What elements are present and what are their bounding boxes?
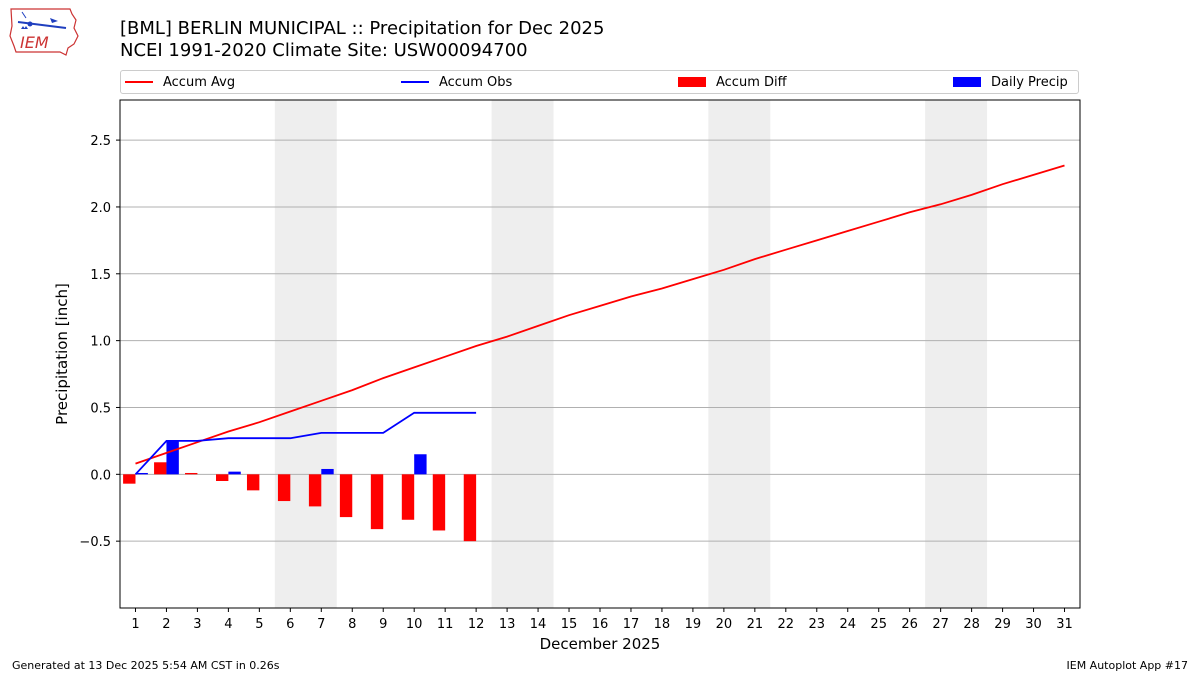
x-tick-label: 11: [437, 617, 454, 632]
x-tick-label: 24: [839, 617, 856, 632]
y-tick-label: −0.5: [79, 535, 111, 550]
x-tick-label: 13: [499, 617, 516, 632]
accum-diff-bar: [277, 474, 291, 502]
x-tick-label: 17: [623, 617, 640, 632]
accum-diff-bar: [246, 474, 260, 491]
legend-item-daily-precip: Daily Precip: [953, 71, 1068, 93]
generated-timestamp: Generated at 13 Dec 2025 5:54 AM CST in …: [12, 659, 280, 672]
accum-diff-bar: [401, 474, 415, 520]
accum-diff-bar: [216, 474, 229, 481]
legend-swatch-accum-diff: [678, 77, 706, 87]
x-tick-label: 21: [747, 617, 764, 632]
legend-label-accum-avg: Accum Avg: [163, 74, 236, 90]
x-tick-label: 23: [809, 617, 826, 632]
x-tick-label: 30: [1025, 617, 1042, 632]
accum-diff-bar: [339, 474, 353, 518]
y-tick-label: 2.0: [90, 201, 111, 216]
x-tick-label: 9: [379, 617, 387, 632]
x-tick-label: 31: [1056, 617, 1073, 632]
app-credit: IEM Autoplot App #17: [1066, 659, 1189, 672]
x-tick-label: 28: [963, 617, 980, 632]
x-tick-label: 20: [716, 617, 733, 632]
y-tick-label: 0.0: [90, 468, 111, 483]
accum-diff-bar: [185, 472, 198, 475]
x-tick-label: 29: [994, 617, 1011, 632]
legend-label-accum-obs: Accum Obs: [439, 74, 513, 90]
x-tick-label: 16: [592, 617, 609, 632]
x-tick-label: 1: [131, 617, 139, 632]
accum-diff-bar: [308, 474, 322, 507]
y-tick-label: 1.5: [90, 268, 111, 283]
x-tick-label: 27: [932, 617, 949, 632]
legend-swatch-accum-avg: [125, 81, 153, 83]
chart-subtitle: NCEI 1991-2020 Climate Site: USW00094700: [120, 40, 528, 61]
x-tick-label: 22: [778, 617, 795, 632]
x-tick-label: 6: [286, 617, 294, 632]
x-tick-label: 7: [317, 617, 325, 632]
x-axis-label: December 2025: [540, 635, 661, 653]
legend-swatch-daily-precip: [953, 77, 981, 87]
accum-diff-bar: [370, 474, 384, 530]
x-tick-label: 26: [901, 617, 918, 632]
y-axis-label: Precipitation [inch]: [53, 283, 71, 425]
x-tick-label: 2: [162, 617, 170, 632]
x-tick-label: 10: [406, 617, 423, 632]
legend-item-accum-obs: Accum Obs: [401, 71, 512, 93]
x-tick-label: 15: [561, 617, 578, 632]
weekend-shade-4: [925, 100, 988, 608]
accum-diff-bar: [154, 462, 167, 475]
weekend-shade-1: [274, 100, 337, 608]
x-tick-label: 14: [530, 617, 547, 632]
x-tick-label: 8: [348, 617, 356, 632]
logo-text: IEM: [20, 33, 49, 52]
accum-avg-line: [135, 164, 1065, 465]
daily-precip-bar: [228, 471, 241, 475]
x-tick-label: 12: [468, 617, 485, 632]
x-tick-label: 19: [685, 617, 702, 632]
x-tick-label: 4: [224, 617, 232, 632]
weekend-shade-2: [491, 100, 554, 608]
x-tick-label: 25: [870, 617, 887, 632]
y-tick-label: 1.0: [90, 335, 111, 350]
daily-precip-bar: [135, 472, 148, 475]
iem-logo: IEM: [9, 8, 79, 56]
x-tick-label: 5: [255, 617, 263, 632]
accum-obs-line: [134, 411, 477, 475]
legend-item-accum-diff: Accum Diff: [678, 71, 787, 93]
legend-label-accum-diff: Accum Diff: [716, 74, 787, 90]
daily-precip-bar: [166, 440, 179, 475]
legend-label-daily-precip: Daily Precip: [991, 74, 1068, 90]
accum-diff-bar: [463, 474, 477, 542]
x-tick-label: 3: [193, 617, 201, 632]
daily-precip-bar: [414, 454, 427, 475]
legend-swatch-accum-obs: [401, 81, 429, 83]
weekend-shade-3: [708, 100, 771, 608]
y-tick-label: 0.5: [90, 401, 111, 416]
daily-precip-bar: [321, 468, 334, 475]
accum-diff-bar: [432, 474, 446, 531]
accum-diff-bar: [123, 474, 136, 484]
chart-legend: Accum Avg Accum Obs Accum Diff Daily Pre…: [120, 70, 1079, 94]
chart-title: [BML] BERLIN MUNICIPAL :: Precipitation …: [120, 18, 605, 39]
y-tick-label: 2.5: [90, 134, 111, 149]
legend-item-accum-avg: Accum Avg: [125, 71, 235, 93]
x-tick-label: 18: [654, 617, 671, 632]
